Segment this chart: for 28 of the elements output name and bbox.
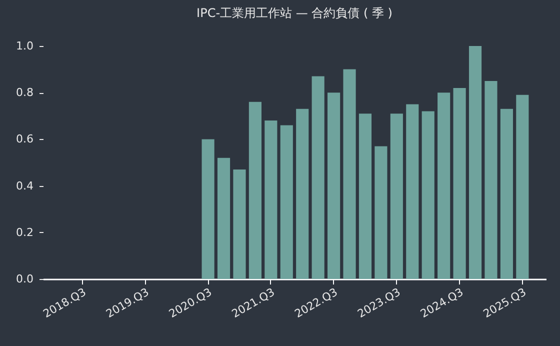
bar <box>328 92 340 279</box>
bar <box>202 139 214 279</box>
bar <box>374 146 388 279</box>
bar <box>358 114 372 279</box>
bar <box>453 88 466 279</box>
bar <box>264 120 278 279</box>
bar <box>233 169 246 279</box>
bar <box>217 158 230 279</box>
bar <box>406 104 419 279</box>
y-tick-label: 0.6 <box>16 132 34 146</box>
bar <box>312 76 324 279</box>
bar <box>390 114 403 279</box>
bar <box>343 69 356 279</box>
bar <box>438 92 450 279</box>
bar <box>484 80 498 279</box>
bar <box>280 125 293 279</box>
y-tick-label: 0.4 <box>16 179 34 192</box>
y-tick-label: 0.0 <box>16 272 34 286</box>
y-tick-label: 1.0 <box>16 40 34 52</box>
bar <box>296 108 309 279</box>
bar <box>422 111 434 279</box>
y-tick-label: 0.2 <box>16 226 34 239</box>
bar <box>516 94 529 279</box>
bar <box>248 102 262 279</box>
chart-title: IPC-工業用工作站 — 合約負債 ( 季 ) <box>196 6 392 20</box>
y-tick-label: 0.8 <box>16 86 34 100</box>
bar <box>500 108 513 279</box>
bar <box>468 46 482 279</box>
